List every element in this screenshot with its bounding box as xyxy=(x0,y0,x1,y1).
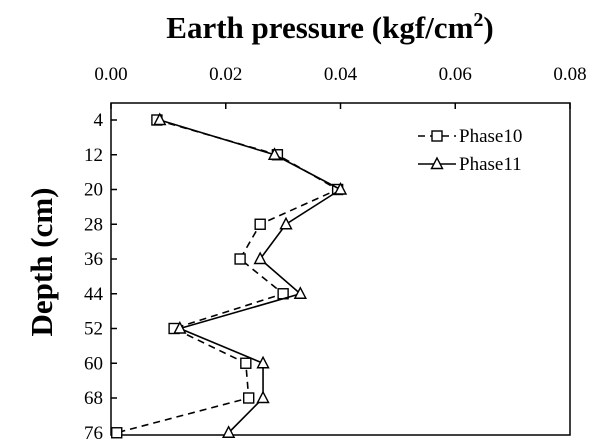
data-point-phase11 xyxy=(221,425,236,438)
data-point-phase11 xyxy=(256,355,270,369)
y-axis-label: Depth (cm) xyxy=(24,188,59,337)
data-point-phase11 xyxy=(267,147,282,160)
x-tick-label: 0.00 xyxy=(94,64,127,85)
data-point-phase10 xyxy=(234,253,246,265)
y-tick-label: 12 xyxy=(84,145,103,166)
y-tick-label: 76 xyxy=(84,423,103,444)
y-tick-label: 36 xyxy=(84,249,103,270)
data-point-phase11 xyxy=(256,390,270,404)
legend-label-phase10: Phase10 xyxy=(459,126,522,147)
data-point-phase11 xyxy=(173,320,187,334)
chart-title: Earth pressure (kgf/cm2) xyxy=(166,9,493,45)
data-point-phase10 xyxy=(240,357,252,369)
legend-marker-phase10 xyxy=(431,130,443,142)
y-tick-label: 20 xyxy=(84,180,103,201)
data-point-phase11 xyxy=(253,251,267,265)
series-phase10 xyxy=(111,114,344,439)
legend: Phase10 Phase11 xyxy=(418,126,522,175)
legend-label-phase11: Phase11 xyxy=(459,154,522,175)
x-axis: 0.00 0.02 0.04 0.06 0.08 xyxy=(94,64,587,109)
series-phase11 xyxy=(153,112,348,438)
y-tick-label: 60 xyxy=(84,353,103,374)
y-tick-label: 4 xyxy=(94,110,104,131)
series-line-phase11 xyxy=(159,119,343,434)
x-tick-label: 0.08 xyxy=(553,64,586,85)
data-point-phase11 xyxy=(153,112,167,126)
y-tick-label: 28 xyxy=(84,214,103,235)
data-point-phase11 xyxy=(293,286,307,299)
series-layer xyxy=(111,112,348,439)
y-tick-label: 52 xyxy=(84,319,103,340)
y-tick-label: 68 xyxy=(84,388,103,409)
data-point-phase10 xyxy=(111,427,123,439)
x-tick-label: 0.04 xyxy=(324,64,358,85)
legend-marker-phase11 xyxy=(430,156,444,170)
x-tick-label: 0.06 xyxy=(439,64,472,85)
plot-area xyxy=(110,102,571,436)
data-point-phase10 xyxy=(254,218,266,230)
y-axis: 4 12 20 28 36 44 52 60 68 76 xyxy=(84,110,117,444)
x-tick-label: 0.02 xyxy=(209,64,242,85)
series-line-phase10 xyxy=(116,119,340,434)
y-tick-label: 44 xyxy=(84,284,104,305)
data-point-phase10 xyxy=(242,392,255,404)
data-point-phase11 xyxy=(333,181,348,195)
data-point-phase11 xyxy=(279,216,293,230)
